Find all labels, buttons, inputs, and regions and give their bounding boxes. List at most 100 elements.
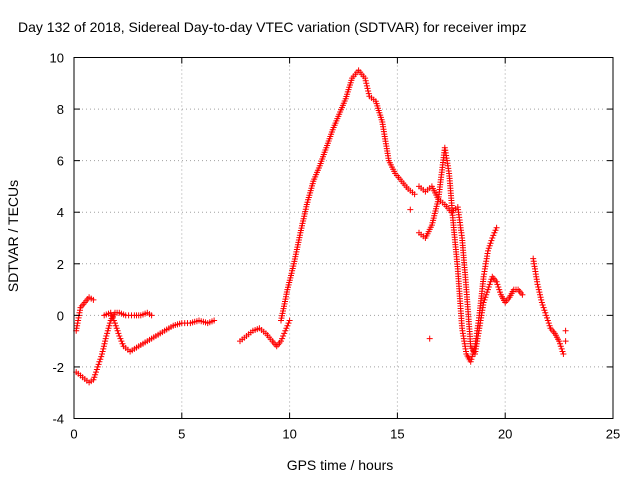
data-point (99, 348, 106, 355)
data-point (538, 296, 545, 303)
data-point (115, 330, 122, 337)
x-axis-label: GPS time / hours (287, 457, 394, 473)
y-tick-label: -4 (52, 412, 64, 427)
data-point (106, 322, 113, 329)
data-point (562, 338, 569, 345)
data-point (411, 191, 418, 198)
y-axis-label: SDTVAR / TECUs (5, 180, 21, 292)
y-tick-label: 4 (57, 205, 64, 220)
x-tick-label: 25 (606, 427, 620, 442)
data-point (485, 286, 491, 293)
y-tick-label: 0 (57, 308, 64, 323)
data-point (483, 291, 490, 298)
data-point (364, 85, 371, 92)
data-point (546, 322, 553, 329)
x-tick-label: 0 (70, 427, 77, 442)
data-point (537, 294, 544, 301)
data-point (116, 333, 123, 339)
data-point (93, 366, 100, 373)
data-point (497, 289, 503, 296)
data-point (362, 77, 369, 84)
data-point (537, 291, 543, 298)
data-point (495, 284, 502, 290)
data-point (284, 322, 291, 329)
y-tick-label: 10 (50, 51, 64, 66)
data-point (558, 345, 565, 352)
data-point (539, 302, 546, 308)
data-point (482, 294, 489, 301)
data-point (493, 278, 500, 285)
data-points (73, 67, 569, 386)
data-point (541, 307, 548, 314)
data-point (363, 80, 370, 87)
data-point (493, 224, 500, 231)
data-point (562, 327, 569, 334)
data-point (534, 281, 541, 288)
data-point (102, 335, 109, 342)
data-point (486, 281, 493, 288)
data-point (407, 206, 414, 213)
data-point (285, 320, 292, 327)
data-point (544, 317, 551, 324)
data-point (211, 317, 218, 324)
data-point (103, 333, 110, 339)
grid (74, 57, 613, 419)
data-point (100, 345, 107, 352)
data-point (92, 371, 99, 378)
data-point (544, 314, 550, 321)
data-point (362, 75, 369, 82)
x-tick-label: 5 (178, 427, 185, 442)
data-point (90, 296, 97, 303)
data-point (485, 247, 491, 254)
data-point (105, 325, 112, 332)
data-point (467, 358, 474, 365)
data-point (557, 340, 563, 347)
x-tick-label: 15 (390, 427, 404, 442)
data-point (556, 338, 563, 345)
data-point (481, 296, 488, 303)
data-point (557, 343, 564, 350)
data-point (110, 317, 117, 324)
data-point (119, 340, 126, 347)
x-tick-label: 20 (498, 427, 512, 442)
data-point (93, 369, 99, 376)
data-point (535, 284, 542, 290)
data-point (95, 361, 102, 368)
chart-title: Day 132 of 2018, Sidereal Day-to-day VTE… (18, 19, 527, 35)
data-point (365, 90, 372, 97)
data-point (101, 340, 108, 347)
data-point (542, 309, 549, 316)
data-point (279, 335, 286, 342)
data-point (107, 309, 114, 316)
data-point (540, 304, 547, 311)
data-point (492, 227, 499, 234)
data-point (468, 356, 475, 363)
data-point (283, 325, 290, 332)
data-point (114, 327, 121, 334)
data-point (100, 343, 107, 350)
data-point (112, 322, 119, 329)
plot-frame (73, 57, 614, 419)
data-point (112, 320, 118, 327)
data-point (426, 335, 433, 342)
data-point (489, 235, 496, 241)
data-point (148, 312, 155, 319)
data-point (519, 291, 526, 298)
data-point (365, 88, 372, 94)
data-point (90, 376, 97, 383)
data-point (118, 338, 125, 345)
data-point (490, 232, 497, 239)
data-point (98, 353, 105, 360)
data-point (286, 317, 293, 324)
data-point (104, 330, 111, 337)
y-tick-label: 6 (57, 154, 64, 169)
data-point (281, 330, 288, 337)
data-point (487, 240, 494, 247)
data-point (494, 281, 501, 288)
y-tick-label: -2 (52, 360, 64, 375)
data-point (545, 320, 552, 327)
data-point (488, 237, 495, 244)
data-point (536, 289, 543, 296)
data-point (485, 245, 492, 252)
